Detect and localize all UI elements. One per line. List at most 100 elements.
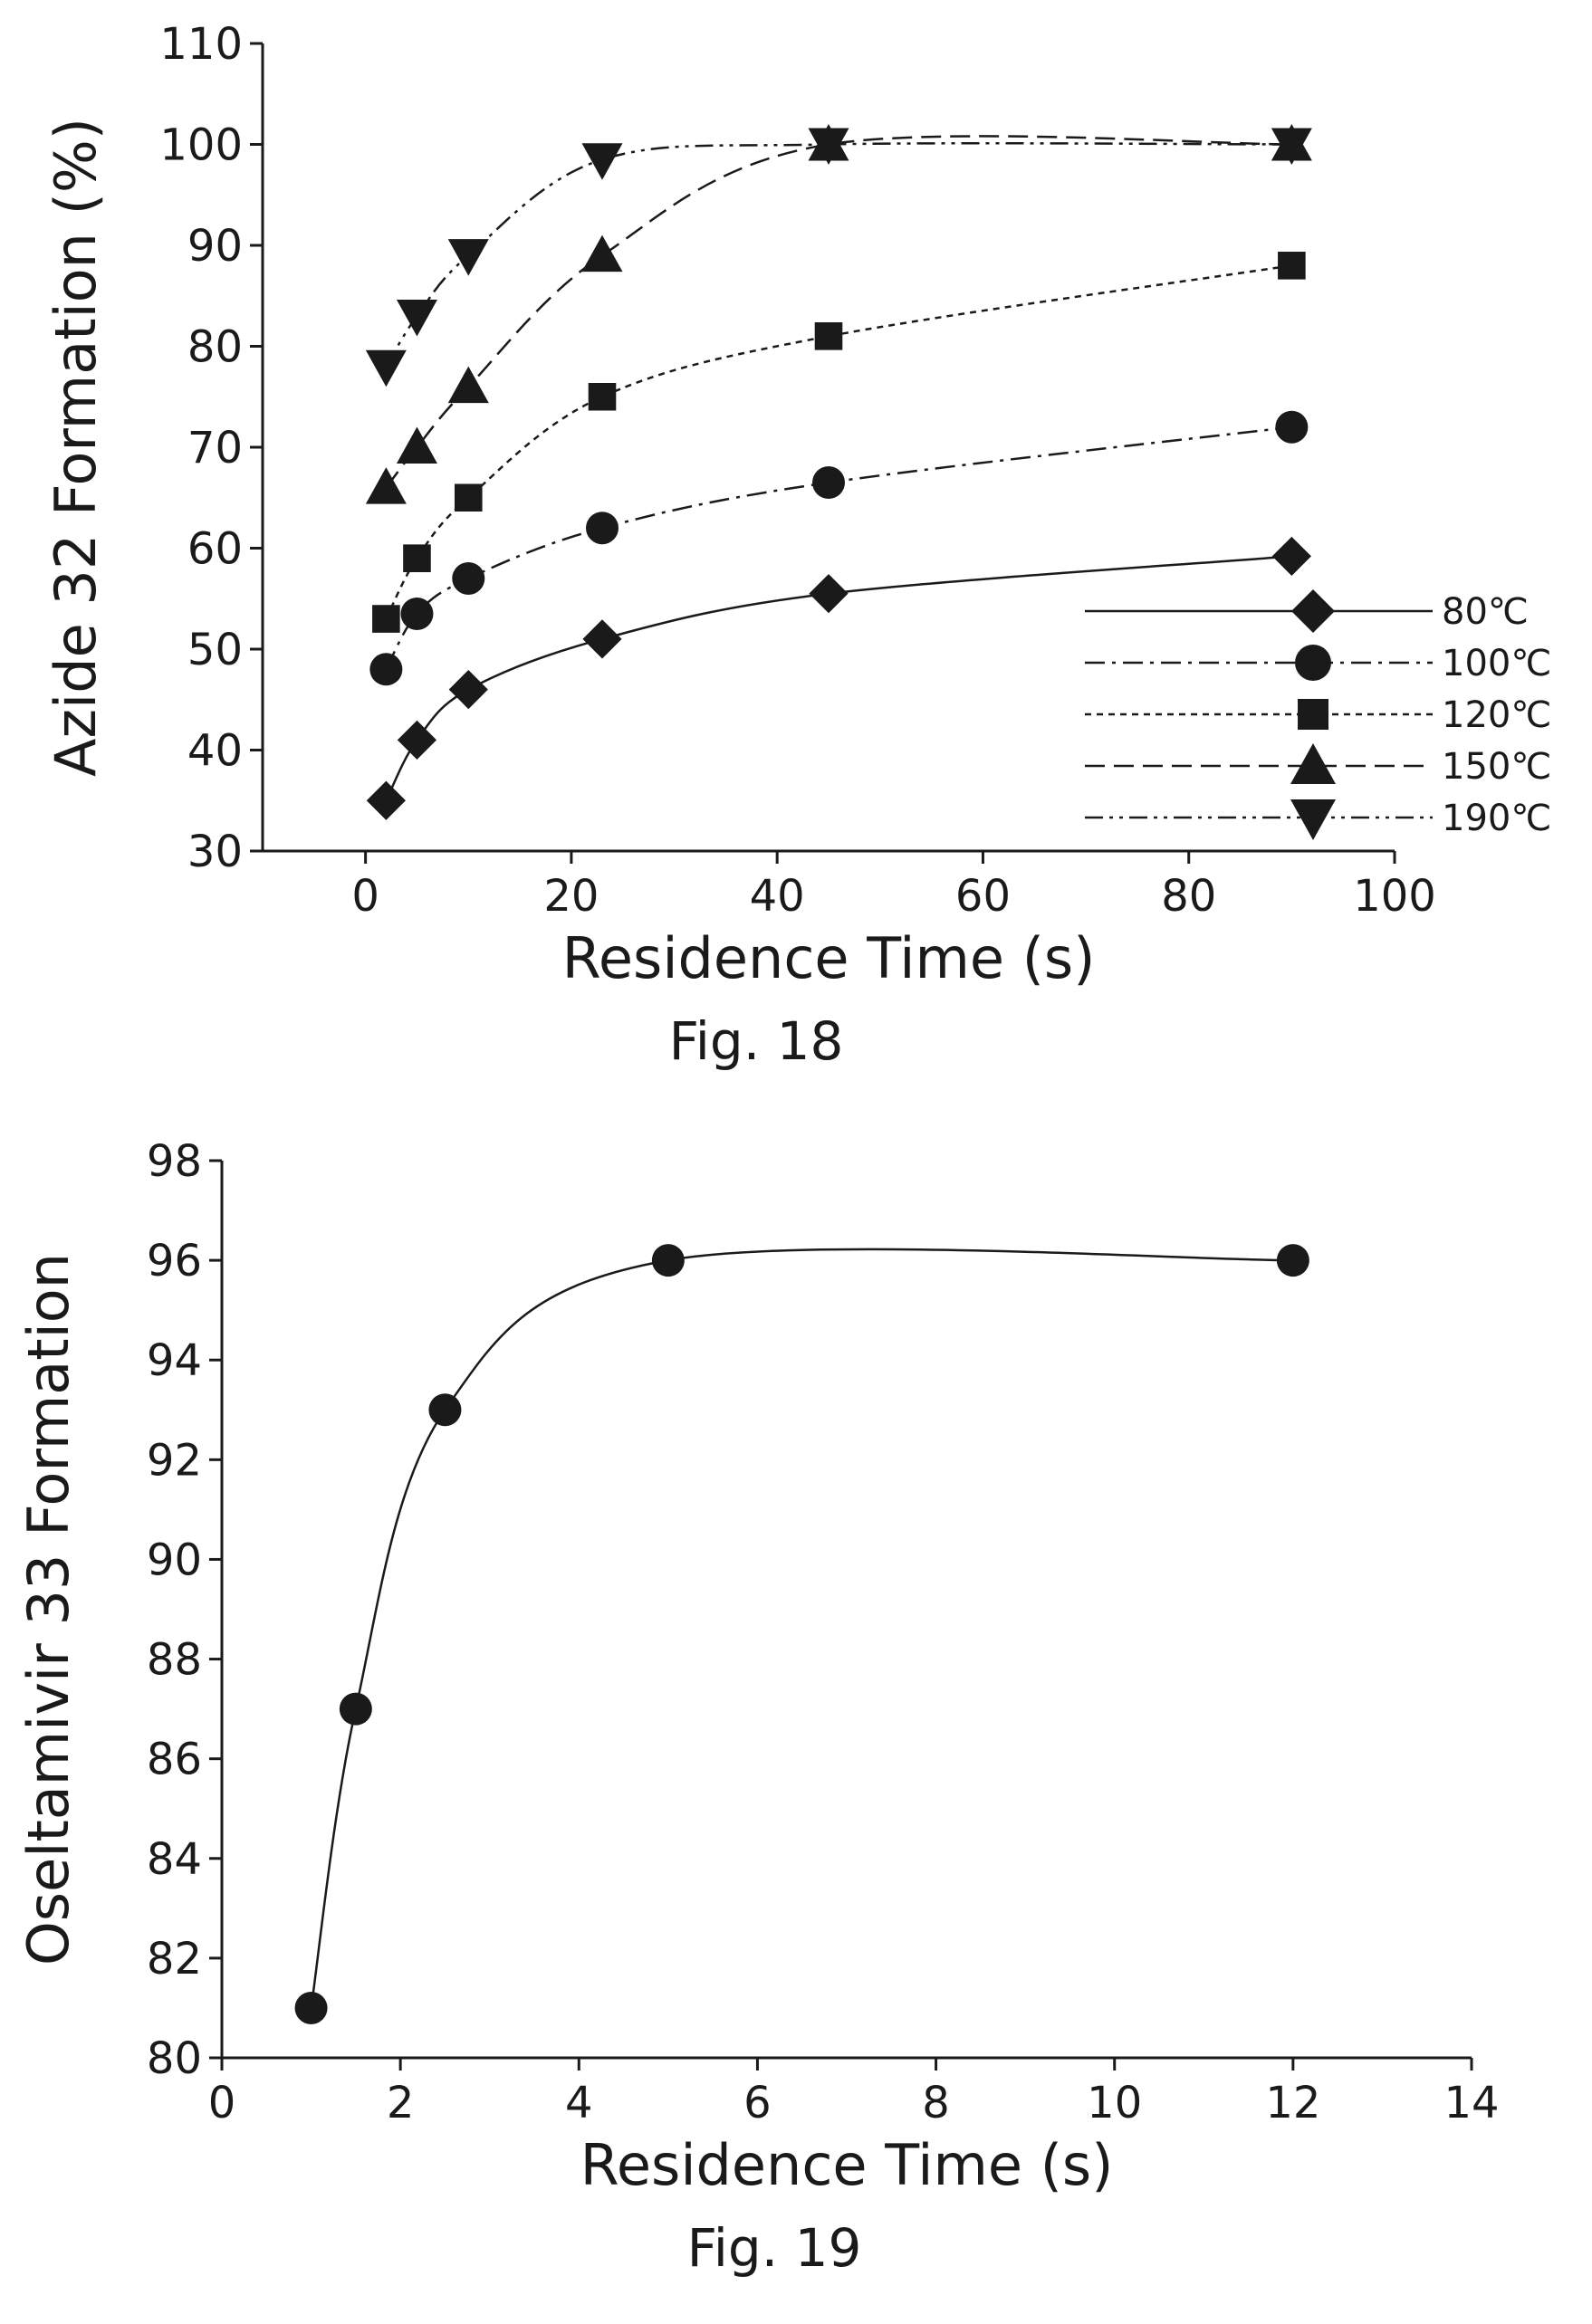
- data-point-diamond: [1271, 536, 1311, 577]
- y-tick-label: 100: [159, 120, 243, 171]
- data-point-circle: [339, 1692, 372, 1726]
- series-80: [366, 536, 1311, 820]
- data-point-diamond: [397, 720, 437, 760]
- chart-fig-18: 30 40 50 60 70 80 90 100 110 0 20 40 60 80 100 Residenc…: [43, 19, 1551, 1072]
- y-tick-label: 60: [187, 524, 243, 575]
- data-point-square: [814, 322, 843, 350]
- data-point-circle: [1276, 1244, 1309, 1277]
- data-point-diamond: [582, 619, 622, 659]
- data-point-square: [588, 382, 617, 411]
- y-axis-title: Oseltamivir 33 Formation: [15, 1253, 82, 1965]
- legend-label: 120℃: [1442, 694, 1551, 736]
- y-tick-label: 30: [187, 827, 243, 877]
- data-point-triangle-down: [581, 143, 623, 180]
- data-point-triangle-down: [365, 349, 407, 387]
- data-point-circle: [294, 1991, 328, 2024]
- x-tick-label: 100: [1353, 871, 1436, 922]
- data-point-diamond: [809, 574, 849, 614]
- y-tick-label: 90: [187, 221, 243, 272]
- data-point-diamond: [366, 780, 406, 820]
- series-190: [365, 128, 1312, 387]
- y-axis-title: Azide 32 Formation (%): [43, 118, 109, 777]
- y-tick-label: 110: [159, 19, 243, 70]
- legend-marker-triangle-up: [1290, 743, 1336, 784]
- y-tick-label: 90: [147, 1535, 202, 1585]
- y-tick-label: 80: [147, 2033, 202, 2084]
- data-point-triangle-up: [396, 426, 437, 464]
- series-line: [310, 1248, 1293, 2009]
- x-tick-label: 40: [750, 871, 805, 922]
- data-point-square: [1278, 252, 1306, 280]
- data-point-triangle-down: [808, 128, 849, 165]
- legend-entry: 150℃: [1085, 743, 1551, 788]
- series-150: [365, 124, 1312, 504]
- data-point-diamond: [448, 670, 488, 710]
- data-point-square: [372, 605, 400, 633]
- legend-marker-circle: [1295, 645, 1331, 681]
- x-tick-label: 80: [1161, 871, 1216, 922]
- series-0: [294, 1244, 1309, 2024]
- series-line: [385, 426, 1292, 670]
- series-line: [385, 135, 1292, 489]
- legend-entry: 190℃: [1085, 798, 1551, 840]
- legend: 80℃ 100℃ 120℃ 150℃ 190℃: [1085, 589, 1551, 840]
- x-axis-title: Residence Time (s): [580, 2132, 1114, 2198]
- y-tick-label: 70: [187, 423, 243, 473]
- y-tick-label: 94: [147, 1335, 202, 1386]
- data-point-square: [454, 483, 483, 512]
- series-100: [369, 410, 1309, 686]
- data-point-circle: [452, 561, 485, 595]
- legend-label: 100℃: [1442, 643, 1551, 684]
- data-point-circle: [651, 1244, 685, 1277]
- y-tick-label: 92: [147, 1435, 202, 1486]
- chart-fig-19: 80 82 84 86 88 90 92 94 96 98 0 2 4 6 8 10 12 14 Residence…: [15, 1136, 1500, 2279]
- series-120: [372, 252, 1306, 633]
- x-tick-label: 12: [1265, 2078, 1320, 2128]
- y-tick-label: 84: [147, 1834, 202, 1885]
- data-point-triangle-down: [1271, 128, 1312, 165]
- x-axis-title: Residence Time (s): [562, 925, 1096, 991]
- legend-marker-square: [1298, 699, 1328, 730]
- data-point-square: [403, 544, 431, 572]
- data-point-circle: [812, 466, 845, 500]
- data-point-circle: [369, 653, 403, 686]
- data-point-triangle-up: [581, 234, 623, 273]
- x-tick-label: 4: [565, 2078, 593, 2128]
- data-point-triangle-up: [447, 366, 489, 404]
- y-tick-label: 98: [147, 1136, 202, 1187]
- y-tick-label: 88: [147, 1635, 202, 1686]
- legend-entry: 120℃: [1085, 694, 1551, 736]
- legend-entry: 80℃: [1085, 589, 1529, 633]
- x-tick-label: 20: [543, 871, 599, 922]
- series-line: [385, 264, 1292, 620]
- data-point-triangle-down: [396, 300, 437, 337]
- legend-label: 80℃: [1442, 591, 1529, 633]
- y-tick-label: 82: [147, 1934, 202, 1984]
- y-tick-label: 50: [187, 625, 243, 675]
- y-tick-label: 96: [147, 1236, 202, 1286]
- x-tick-label: 0: [208, 2078, 236, 2128]
- x-tick-label: 6: [743, 2078, 772, 2128]
- data-point-triangle-up: [365, 467, 407, 504]
- x-tick-label: 14: [1443, 2078, 1499, 2128]
- y-tick-label: 86: [147, 1735, 202, 1785]
- x-tick-label: 2: [387, 2078, 415, 2128]
- figure-caption: Fig. 19: [687, 2217, 862, 2279]
- legend-label: 150℃: [1442, 746, 1551, 788]
- data-point-circle: [586, 512, 619, 545]
- data-point-circle: [1275, 410, 1309, 444]
- data-point-triangle-down: [447, 239, 489, 276]
- x-tick-label: 10: [1087, 2078, 1142, 2128]
- x-tick-label: 8: [922, 2078, 950, 2128]
- x-tick-label: 60: [955, 871, 1011, 922]
- legend-entry: 100℃: [1085, 643, 1551, 684]
- data-point-circle: [428, 1393, 462, 1427]
- legend-marker-triangle-down: [1290, 799, 1336, 840]
- legend-marker-diamond: [1291, 589, 1335, 633]
- x-tick-label: 0: [351, 871, 379, 922]
- figure-caption: Fig. 18: [669, 1010, 844, 1072]
- y-tick-label: 80: [187, 322, 243, 373]
- legend-label: 190℃: [1442, 798, 1551, 839]
- y-tick-label: 40: [187, 726, 243, 777]
